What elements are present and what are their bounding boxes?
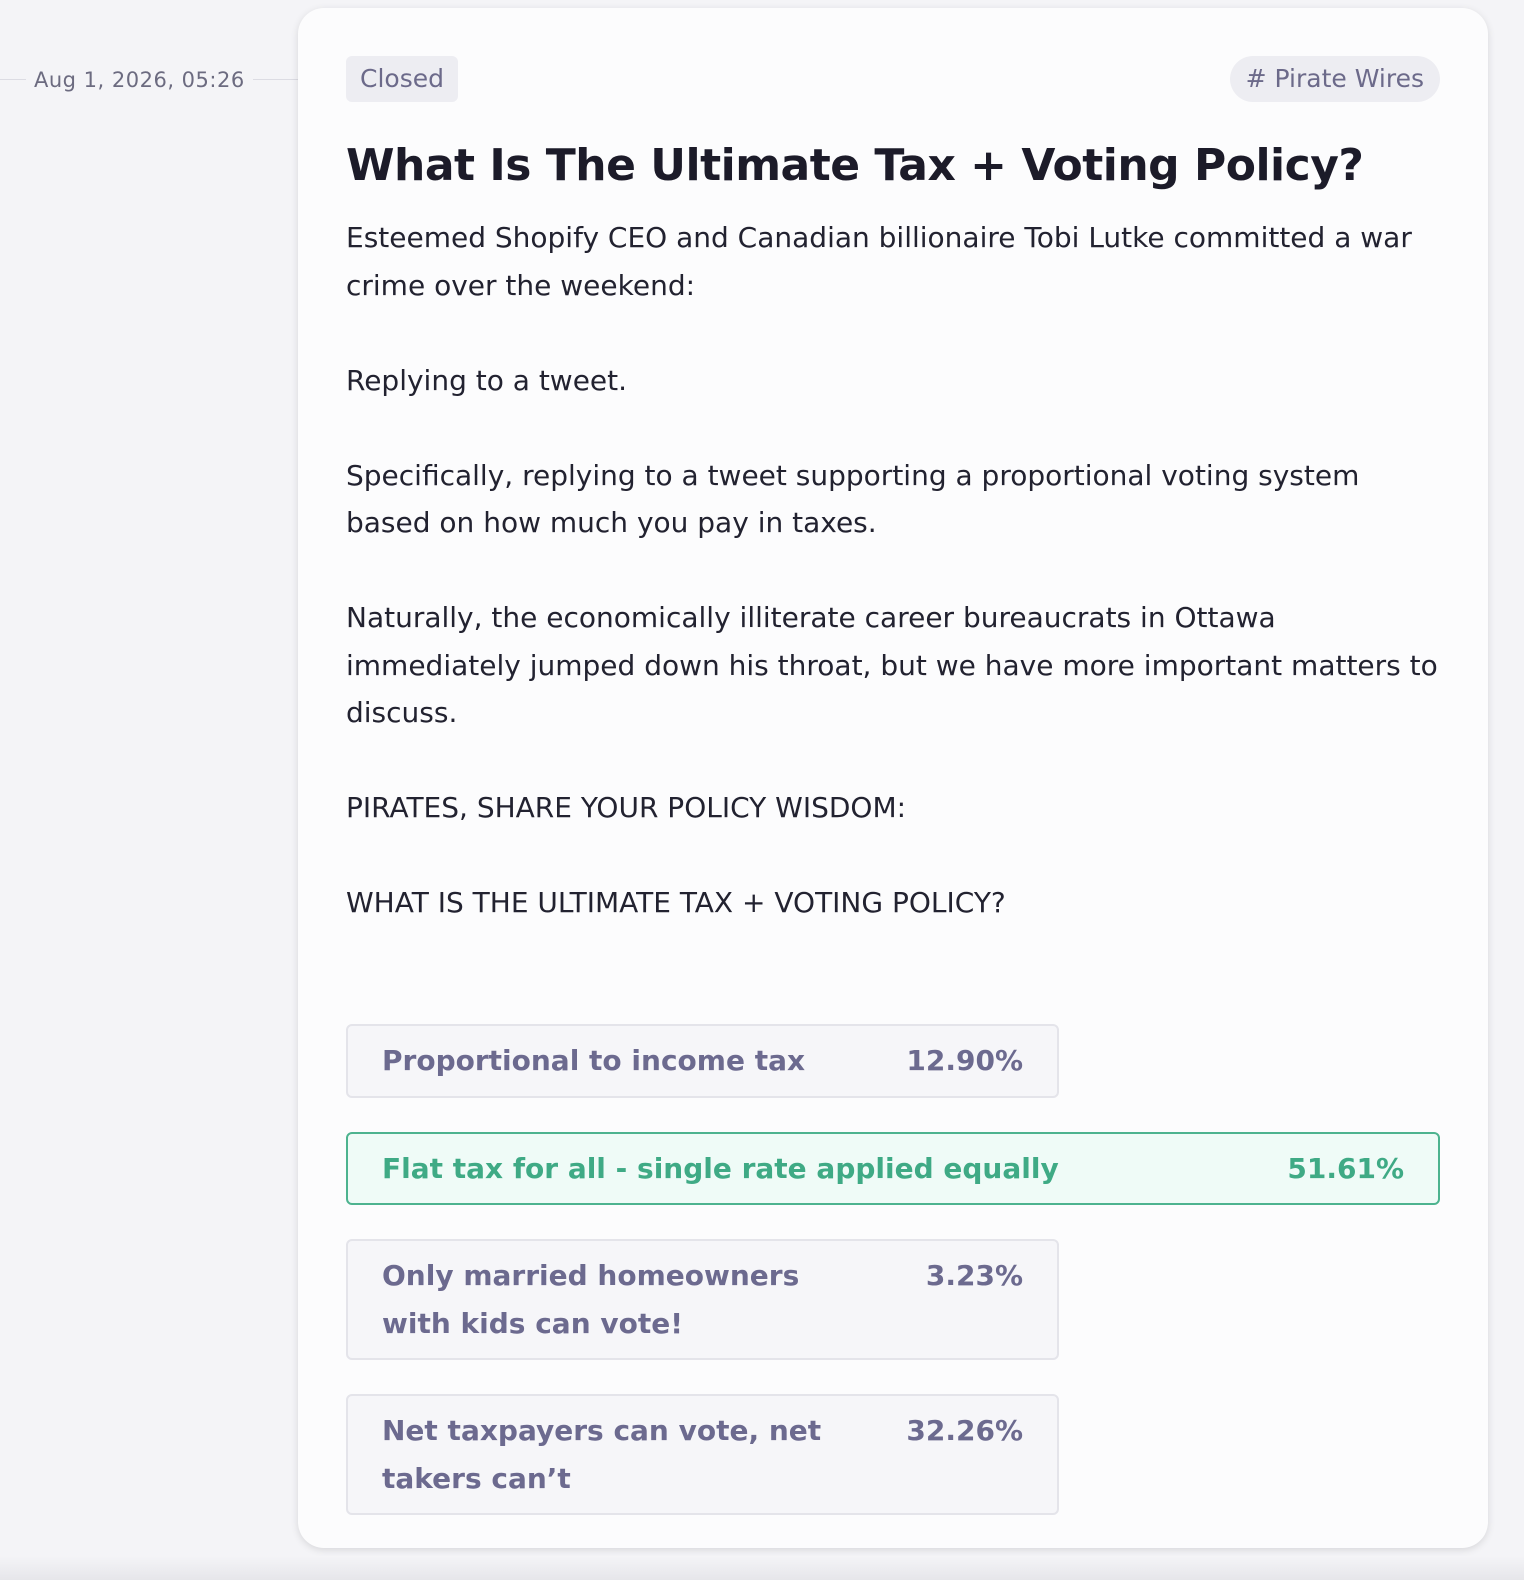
option-label: Net taxpayers can vote, net takers can’t [382, 1414, 822, 1495]
option-percent: 12.90% [906, 1044, 1023, 1077]
paragraph: Esteemed Shopify CEO and Canadian billio… [346, 221, 1412, 302]
option-label: Flat tax for all - single rate applied e… [382, 1151, 1059, 1185]
poll-option[interactable]: Only married homeowners with kids can vo… [346, 1239, 1059, 1360]
option-percent: 32.26% [906, 1414, 1023, 1447]
status-badge: Closed [346, 56, 458, 102]
option-percent: 51.61% [1287, 1151, 1404, 1185]
poll-card: Closed # Pirate Wires What Is The Ultima… [298, 8, 1488, 1548]
paragraph: Specifically, replying to a tweet suppor… [346, 458, 1360, 540]
bottom-bar [0, 1556, 1524, 1580]
poll-option[interactable]: Proportional to income tax 12.90% [346, 1024, 1059, 1098]
poll-title: What Is The Ultimate Tax + Voting Policy… [346, 140, 1364, 191]
paragraph: PIRATES, SHARE YOUR POLICY WISDOM: [346, 791, 907, 824]
option-percent: 3.23% [925, 1259, 1023, 1292]
paragraph: Replying to a tweet. [346, 363, 628, 397]
option-label: Proportional to income tax [382, 1044, 806, 1077]
tag-pill[interactable]: # Pirate Wires [1229, 56, 1440, 102]
poll-body: Esteemed Shopify CEO and Canadian billio… [346, 214, 1446, 974]
poll-option[interactable]: Flat tax for all - single rate applied e… [346, 1131, 1440, 1205]
timestamp: Aug 1, 2026, 05:26 [26, 62, 253, 98]
paragraph: Naturally, the economically illiterate c… [346, 601, 1438, 729]
poll-options: Proportional to income tax 12.90% Flat tax… [346, 1024, 1440, 1549]
option-label: Only married homeowners with kids can vo… [382, 1259, 800, 1340]
poll-option[interactable]: Net taxpayers can vote, net takers can’t… [346, 1394, 1059, 1515]
paragraph: WHAT IS THE ULTIMATE TAX + VOTING POLICY… [346, 886, 1006, 919]
